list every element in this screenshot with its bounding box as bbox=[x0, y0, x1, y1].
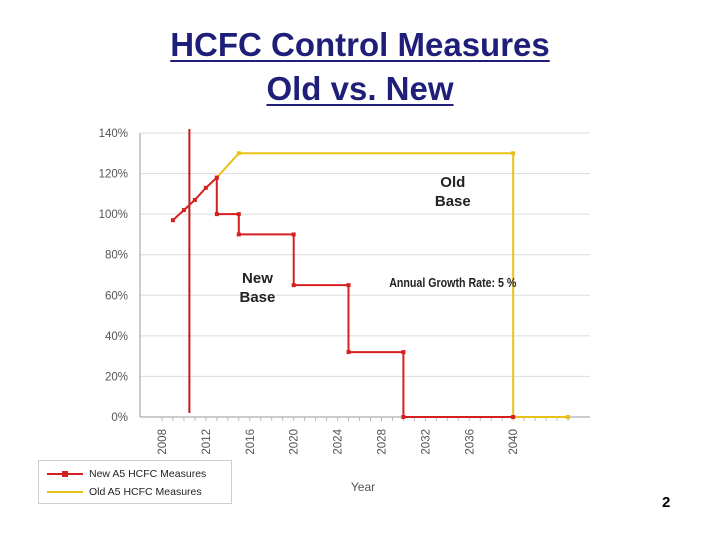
legend-label-old: Old A5 HCFC Measures bbox=[89, 486, 202, 498]
data-point-new bbox=[181, 208, 186, 213]
y-tick-label: 140% bbox=[99, 128, 128, 140]
y-tick-label: 20% bbox=[105, 371, 128, 383]
y-tick-label: 40% bbox=[105, 331, 128, 343]
data-point-new bbox=[291, 232, 296, 237]
data-point-new bbox=[401, 415, 406, 419]
data-point-new bbox=[291, 283, 296, 288]
y-tick-label: 100% bbox=[99, 209, 128, 221]
data-point-new bbox=[346, 283, 351, 288]
y-tick-label: 60% bbox=[105, 290, 128, 302]
annotation-rate: Annual Growth Rate: 5 % bbox=[389, 275, 517, 290]
data-point-new bbox=[511, 415, 516, 419]
x-tick-label: 2020 bbox=[289, 429, 301, 455]
annotation-old: Old bbox=[440, 174, 465, 191]
x-tick-label: 2024 bbox=[333, 428, 345, 454]
x-axis-label: Year bbox=[351, 480, 375, 494]
data-point-new bbox=[236, 212, 241, 217]
data-point-new bbox=[346, 350, 351, 355]
data-point-new bbox=[170, 218, 175, 223]
x-tick-label: 2032 bbox=[420, 429, 432, 455]
y-tick-label: 120% bbox=[99, 169, 128, 181]
data-point-new bbox=[401, 350, 406, 355]
y-tick-label: 0% bbox=[111, 412, 128, 424]
legend-label-new: New A5 HCFC Measures bbox=[89, 468, 207, 480]
data-point-old bbox=[236, 151, 241, 156]
data-point-new bbox=[236, 232, 241, 237]
data-point-new bbox=[214, 175, 219, 180]
data-point-old bbox=[566, 415, 571, 419]
slide-title-line1: HCFC Control Measures bbox=[170, 26, 550, 63]
data-point-old bbox=[511, 151, 516, 156]
slide-title-line2: Old vs. New bbox=[266, 70, 454, 107]
annotation-new: New bbox=[242, 270, 273, 287]
x-tick-label: 2008 bbox=[157, 429, 169, 455]
data-point-new bbox=[192, 197, 197, 202]
x-tick-label: 2016 bbox=[245, 429, 257, 455]
annotation-old: Base bbox=[435, 193, 471, 210]
annotation-new: Base bbox=[240, 289, 276, 306]
series-line-new bbox=[172, 175, 514, 418]
slide-page-number: 2 bbox=[662, 494, 671, 511]
legend-item-new: New A5 HCFC Measures bbox=[47, 467, 206, 481]
chart-legend: New A5 HCFC Measures Old A5 HCFC Measure… bbox=[38, 460, 232, 504]
legend-item-old: Old A5 HCFC Measures bbox=[47, 485, 202, 499]
x-tick-label: 2028 bbox=[376, 429, 388, 455]
data-point-new bbox=[203, 185, 208, 190]
legend-swatch-new bbox=[47, 468, 83, 480]
data-point-new bbox=[214, 212, 219, 217]
x-tick-label: 2040 bbox=[508, 429, 520, 455]
x-tick-label: 2012 bbox=[201, 429, 213, 455]
legend-swatch-old bbox=[47, 486, 83, 498]
x-tick-label: 2036 bbox=[464, 429, 476, 455]
y-tick-label: 80% bbox=[105, 250, 128, 262]
